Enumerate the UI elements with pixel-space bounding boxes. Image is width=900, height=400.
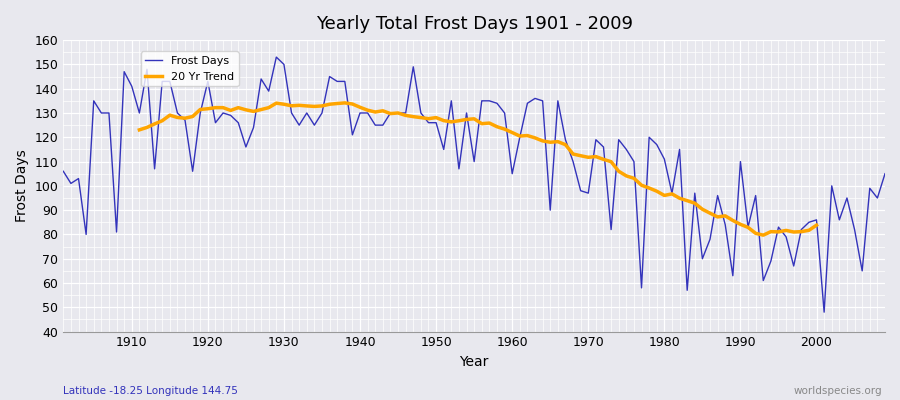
Line: 20 Yr Trend: 20 Yr Trend (140, 103, 816, 235)
Line: Frost Days: Frost Days (63, 57, 885, 312)
20 Yr Trend (705, 211, 716, 216)
Text: worldspecies.org: worldspecies.org (794, 386, 882, 396)
20 Yr Trend (134, 128, 145, 132)
Frost Days (819, 310, 830, 314)
Frost Days (339, 79, 350, 84)
Y-axis label: Frost Days: Frost Days (15, 150, 29, 222)
Frost Days (58, 169, 68, 174)
20 Yr Trend (796, 229, 806, 234)
Frost Days (879, 171, 890, 176)
Frost Days (119, 69, 130, 74)
Frost Days (507, 171, 517, 176)
X-axis label: Year: Year (460, 355, 489, 369)
Frost Days (515, 135, 526, 140)
20 Yr Trend (758, 233, 769, 238)
Frost Days (606, 227, 616, 232)
20 Yr Trend (225, 108, 236, 113)
Frost Days (271, 55, 282, 60)
Title: Yearly Total Frost Days 1901 - 2009: Yearly Total Frost Days 1901 - 2009 (316, 15, 633, 33)
Text: Latitude -18.25 Longitude 144.75: Latitude -18.25 Longitude 144.75 (63, 386, 238, 396)
20 Yr Trend (811, 223, 822, 228)
20 Yr Trend (347, 102, 358, 106)
Frost Days (293, 123, 304, 128)
20 Yr Trend (339, 100, 350, 105)
20 Yr Trend (613, 169, 624, 174)
Legend: Frost Days, 20 Yr Trend: Frost Days, 20 Yr Trend (141, 52, 239, 86)
20 Yr Trend (720, 214, 731, 218)
